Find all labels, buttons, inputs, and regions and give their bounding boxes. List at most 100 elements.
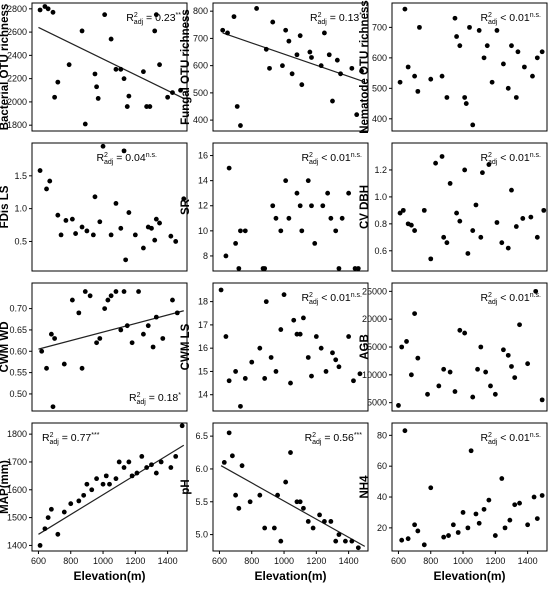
data-point [441, 234, 447, 240]
data-point [270, 203, 276, 209]
panel-6: 0.6 0.8 1.0 1.2CV DBH R2 adj < 0.01n.s. [359, 142, 548, 272]
data-point [534, 55, 540, 61]
data-point [486, 497, 492, 503]
data-point [105, 297, 111, 303]
data-point [539, 493, 545, 498]
data-point [408, 372, 414, 378]
data-point [309, 203, 314, 209]
y-tick-label: 0.8 [374, 219, 387, 229]
data-point [231, 14, 237, 20]
x-tick-label: 800 [423, 556, 438, 566]
data-point [462, 167, 468, 173]
data-point [113, 200, 119, 206]
data-point [339, 215, 345, 221]
x-tick-label: 1200 [306, 556, 326, 566]
data-point [116, 459, 122, 465]
plot-frame [212, 422, 369, 552]
data-point [428, 256, 434, 262]
data-point [328, 519, 334, 524]
data-point [507, 517, 513, 523]
data-point [173, 239, 179, 244]
data-point [301, 315, 306, 321]
data-point [492, 533, 498, 538]
x-axis-label: Elevation(m) [73, 569, 145, 583]
data-point [39, 348, 45, 354]
trend-line [38, 26, 185, 99]
data-point [320, 203, 326, 209]
data-point [257, 492, 263, 498]
data-point [48, 506, 54, 512]
data-point [354, 112, 360, 118]
plot-frame [31, 282, 188, 412]
data-point [297, 33, 303, 39]
plot-frame [391, 282, 548, 412]
data-point [349, 538, 355, 544]
data-point [330, 350, 335, 356]
data-point [82, 289, 88, 294]
y-tick-label: 6.0 [195, 464, 208, 474]
data-point [444, 240, 450, 246]
y-axis-label: CWM LS [180, 323, 192, 370]
data-point [333, 357, 339, 363]
r2-annotation: R2 adj < 0.01n.s. [480, 152, 541, 166]
data-point [505, 85, 511, 91]
data-point [47, 178, 53, 184]
y-tick-label: 1400 [7, 540, 27, 550]
data-point [475, 366, 480, 372]
data-point [299, 228, 305, 234]
data-point [447, 181, 453, 186]
data-point [533, 288, 539, 294]
data-point [322, 30, 327, 36]
data-point [330, 98, 335, 104]
y-axis-label: Bacterial OTU richness [0, 4, 11, 131]
data-point [121, 289, 127, 294]
data-point [92, 71, 98, 77]
y-tick-label: 15 [198, 366, 208, 376]
data-point [174, 310, 180, 316]
y-tick-label: 0.60 [9, 346, 27, 356]
data-point [153, 216, 159, 222]
data-point [126, 210, 132, 215]
data-point [355, 266, 361, 271]
y-tick-label: 2000 [7, 97, 27, 107]
data-point [233, 369, 239, 374]
data-point [397, 210, 403, 216]
data-point [76, 310, 82, 316]
y-tick-label: 80 [377, 430, 387, 440]
data-point [55, 79, 61, 85]
data-point [317, 512, 322, 518]
y-tick-label: 2200 [7, 74, 27, 84]
y-tick-label: 500 [193, 88, 208, 98]
data-point [318, 63, 324, 69]
data-point [494, 220, 500, 225]
data-point [281, 292, 287, 298]
data-point [412, 311, 418, 317]
data-point [181, 196, 187, 202]
y-tick-label: 1700 [7, 457, 27, 467]
data-point [76, 498, 82, 504]
data-point [223, 253, 229, 259]
data-point [534, 234, 540, 240]
plot-frame [391, 2, 548, 132]
data-point [428, 485, 434, 491]
data-point [45, 6, 51, 12]
data-point [405, 536, 411, 542]
data-point [499, 240, 505, 246]
y-tick-label: 1600 [7, 485, 27, 495]
data-point [351, 378, 356, 384]
data-point [100, 481, 106, 487]
data-point [412, 522, 418, 528]
data-point [399, 344, 405, 350]
x-tick-label: 1200 [125, 556, 145, 566]
r2-annotation: R2 adj < 0.01n.s. [480, 12, 541, 26]
y-tick-label: 400 [193, 115, 208, 125]
data-point [118, 66, 124, 72]
data-point [69, 216, 75, 222]
data-point [178, 87, 183, 93]
data-point [444, 95, 450, 100]
data-point [278, 538, 284, 544]
data-point [168, 465, 174, 470]
data-point [141, 69, 146, 75]
data-point [359, 68, 364, 74]
y-tick-label: 15000 [362, 342, 387, 352]
